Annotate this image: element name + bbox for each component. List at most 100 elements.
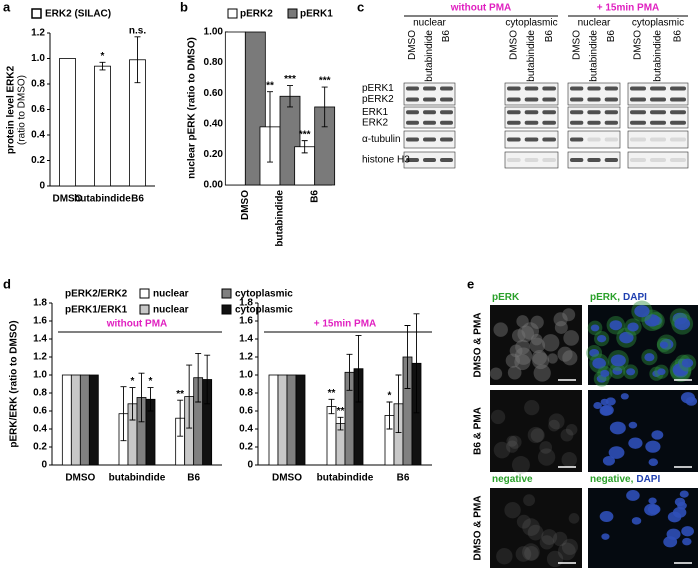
nucleus [601,533,610,540]
blot-band [630,120,646,125]
cell [506,440,519,453]
blot-band [587,137,601,142]
bar [88,374,99,466]
cell [493,322,508,337]
cell [548,419,560,432]
blot-band [507,120,521,125]
blot-band [630,158,646,162]
cell [527,524,544,541]
nucleus [681,358,694,368]
blot-band [630,97,646,102]
error-bar [147,387,154,412]
blot-band [440,86,453,91]
bar [295,374,306,466]
panel-label: b [180,0,188,14]
significance: ** [328,388,336,399]
fraction-label: cytoplasmic [505,18,557,29]
row-label: B6 & PMA [473,407,484,455]
error-bar [287,85,293,108]
y-tick-label: 0 [247,460,253,471]
y-tick-label: 1.2 [31,28,45,39]
y-tick-label: 0 [39,181,45,192]
cell [530,315,544,329]
cell [557,542,576,561]
legend-swatch [139,304,150,315]
panel-label: d [3,276,11,291]
blot-band [524,137,539,142]
y-tick-label: 1.2 [239,352,253,363]
nucleus [628,437,643,449]
blot-band [670,110,686,115]
cell [524,546,539,561]
cell [529,337,546,354]
y-tick-label: 0.6 [33,406,47,417]
nucleus [677,501,687,510]
error-bar [120,386,127,442]
lane-label: B6 [606,30,617,43]
cell [511,329,526,343]
cell [522,543,540,561]
significance: * [388,391,392,402]
lane-label: DMSO [508,30,519,60]
legend-swatch [221,304,232,315]
blot-band [587,120,601,125]
cell [489,367,503,380]
fraction-label: nuclear [413,18,446,29]
nucleus [602,455,615,466]
cell [522,518,540,536]
nucleus [599,405,613,416]
cell [523,494,536,507]
significance: * [149,376,153,387]
panel-label: e [467,276,474,291]
legend-swatch [221,288,232,299]
cell [490,409,506,425]
nucleus [682,537,692,546]
bar [59,58,76,187]
nucleus [605,397,616,406]
blot-band [670,120,686,125]
blot-strip [403,106,456,129]
blot-band [604,97,618,102]
y-tick-label: 0.80 [204,57,224,68]
blot-band [542,86,556,91]
error-bar [138,372,145,423]
blot-band [423,86,436,91]
y-tick-label: 0.4 [33,424,47,435]
cell [504,502,521,519]
significance: ** [266,80,274,91]
blot-band [570,97,584,102]
fraction-label: cytoplasmic [632,18,684,29]
cell [521,322,540,340]
cell [562,350,578,366]
y-axis-label: protein level ERK2 [6,65,17,154]
micrograph [490,305,582,385]
bar [61,374,72,466]
cell [532,352,550,370]
row-label: ERK2 [362,117,389,128]
legend-label: pERK1 [300,9,333,20]
blot-band [406,97,419,102]
cell [561,538,578,555]
blot-band [604,110,618,115]
bar [224,31,246,186]
x-tick-label: DMSO [272,473,302,484]
nucleus [626,490,640,501]
blot-band [507,158,521,162]
legend-label: nuclear [153,289,189,300]
cell [560,428,574,442]
y-tick-label: 0.6 [31,104,45,115]
column-header-part: DAPI [636,474,660,485]
y-tick-label: 0.20 [204,149,224,160]
error-bar [267,91,273,163]
legend-group: pERK1/ERK1 [65,305,128,316]
error-bar [413,313,420,414]
lane-label: butabindide [653,30,664,82]
cell [511,456,530,474]
x-tick-label: B6 [309,190,320,203]
blot-strip [504,106,559,129]
blot-band [507,86,521,91]
blot-band [587,110,601,115]
blot-band [630,86,646,91]
legend-label: nuclear [153,305,189,316]
nucleus [657,368,666,376]
